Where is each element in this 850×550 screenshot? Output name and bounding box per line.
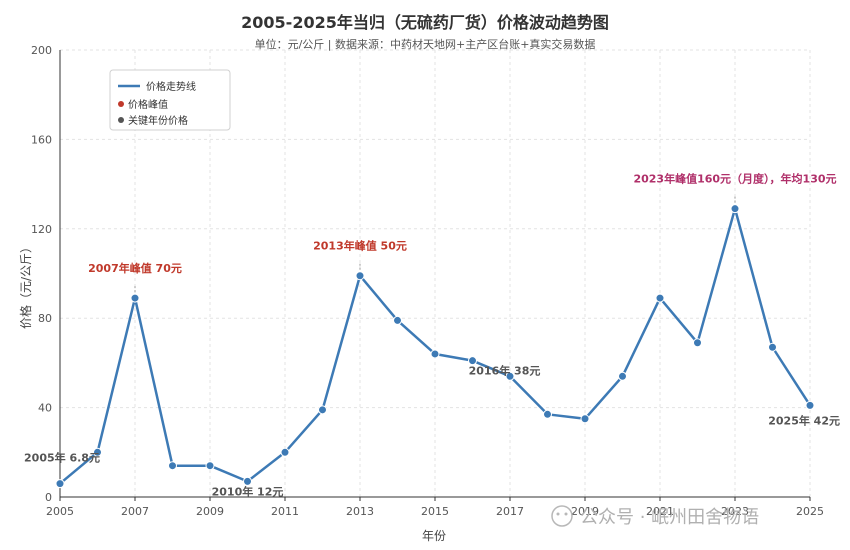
y-axis-label: 价格（元/公斤）: [18, 241, 33, 329]
data-point: [655, 293, 665, 303]
y-tick-label: 80: [38, 312, 52, 325]
annotation-label: 2013年峰值 50元: [313, 239, 407, 253]
x-tick-label: 2025: [796, 505, 824, 518]
data-point: [205, 461, 215, 471]
data-point: [730, 204, 740, 214]
series: [55, 204, 815, 489]
wechat-icon-eye-right: [564, 512, 568, 516]
y-tick-label: 120: [31, 223, 52, 236]
annotations: 2007年峰值 70元 2013年峰值 50元 2023年峰值160元（月度），年均…: [24, 172, 840, 499]
data-point: [55, 479, 65, 489]
data-point: [318, 405, 327, 415]
x-tick-label: 2021: [646, 505, 674, 518]
x-tick-label: 2005: [46, 505, 74, 518]
x-tick-label: 2007: [121, 505, 149, 518]
data-point: [168, 461, 177, 471]
data-point: [280, 447, 290, 457]
data-point: [543, 409, 552, 419]
x-tick-label: 2013: [346, 505, 374, 518]
x-tick-label: 2019: [571, 505, 599, 518]
annotation-label: 2005年 6.8元: [24, 451, 100, 465]
legend-item-line: 价格走势线: [146, 80, 196, 93]
wechat-icon: [551, 505, 573, 527]
chart-subtitle: 单位：元/公斤 | 数据来源：中药材天地网+主产区台账+真实交易数据: [255, 37, 596, 51]
x-tick-label: 2011: [271, 505, 299, 518]
data-point: [393, 315, 402, 325]
data-point: [468, 356, 477, 366]
data-point: [130, 293, 140, 303]
legend-item-peak: 价格峰值: [128, 98, 168, 111]
wechat-icon-eye-left: [556, 512, 560, 516]
data-point: [505, 371, 515, 381]
legend-peak-swatch: [118, 101, 124, 107]
x-tick-label: 2015: [421, 505, 449, 518]
x-tick-label: 2009: [196, 505, 224, 518]
y-tick-label: 0: [45, 491, 52, 504]
y-tick-label: 200: [31, 44, 52, 57]
watermark-text: 公众号 · 岷州田舍物语: [580, 507, 759, 528]
tick-labels: 0 40 80 120 160 200 2005 2007 2009 2011 2013 2015 20…: [31, 44, 824, 518]
legend-key-swatch: [118, 117, 124, 123]
annotation-label: 2025年 42元: [768, 413, 840, 427]
legend-item-key: 关键年份价格: [128, 114, 188, 127]
watermark: 公众号 · 岷州田舍物语: [551, 505, 759, 528]
chart-title: 2005-2025年当归（无硫药厂货）价格波动趋势图: [241, 13, 609, 32]
data-point: [618, 371, 627, 381]
data-point: [693, 338, 702, 348]
x-tick-label: 2017: [496, 505, 524, 518]
x-axis-label: 年份: [422, 529, 446, 543]
y-tick-label: 40: [38, 402, 52, 415]
data-point: [355, 271, 365, 281]
x-tick-label: 2023: [721, 505, 749, 518]
annotation-label: 2010年 12元: [212, 484, 284, 498]
legend: 价格走势线 价格峰值 关键年份价格: [109, 69, 231, 131]
annotation-label: 2023年峰值160元（月度），年均130元: [633, 172, 836, 186]
data-point: [430, 349, 440, 359]
data-point: [768, 342, 777, 352]
data-point: [805, 400, 815, 410]
y-tick-label: 160: [31, 133, 52, 146]
data-point: [580, 414, 590, 424]
annotation-label: 2016年 38元: [469, 364, 541, 378]
data-point: [93, 447, 102, 457]
annotation-label: 2007年峰值 70元: [88, 261, 182, 275]
data-point: [243, 476, 252, 486]
